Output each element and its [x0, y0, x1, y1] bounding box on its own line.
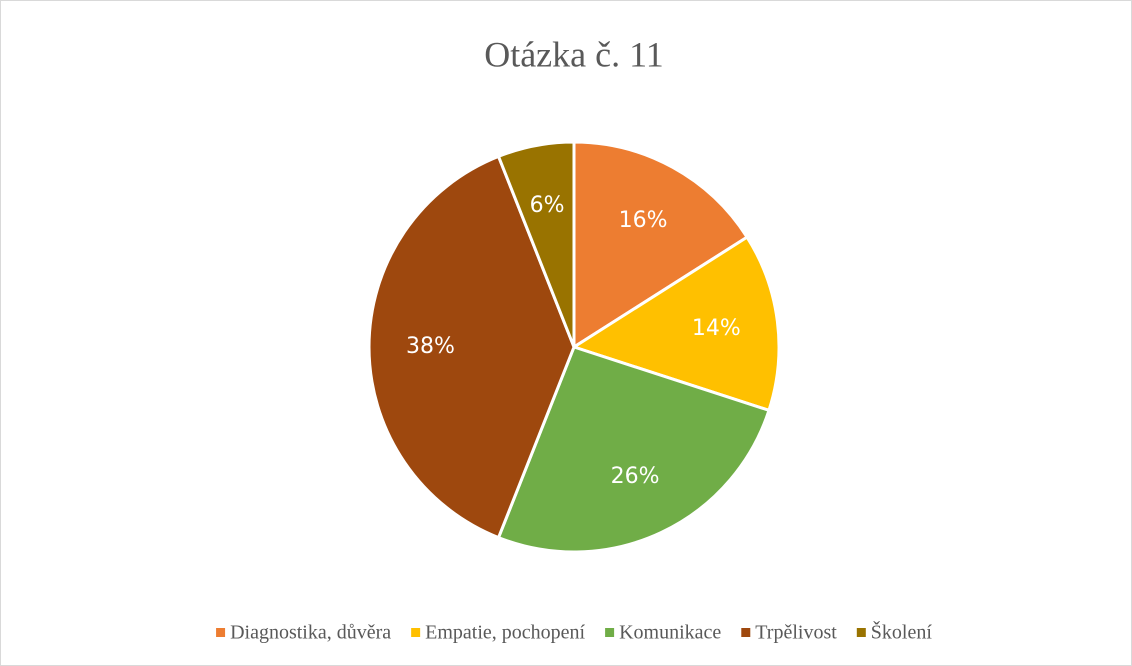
data-label: 26% — [611, 464, 660, 489]
pie-slice — [367, 154, 576, 540]
legend-swatch — [411, 628, 421, 637]
legend-label: Diagnostika, důvěra — [230, 622, 391, 644]
legend-swatch — [741, 628, 751, 637]
legend-label: Školení — [871, 620, 933, 644]
data-label: 14% — [692, 316, 741, 341]
legend-label: Empatie, pochopení — [425, 622, 585, 644]
legend-label: Komunikace — [619, 622, 721, 644]
pie-slice — [496, 345, 771, 554]
data-label: 38% — [406, 334, 455, 359]
chart-title: Otázka č. 11 — [484, 34, 664, 74]
legend-label: Trpělivost — [755, 622, 837, 644]
data-label: 16% — [619, 208, 668, 233]
legend-swatch — [216, 628, 226, 637]
pie-slice — [570, 235, 781, 413]
data-label: 6% — [530, 193, 565, 218]
legend-swatch — [605, 628, 615, 637]
legend-swatch — [856, 628, 866, 637]
pie-slice — [496, 140, 576, 348]
pie-slice — [572, 140, 750, 350]
